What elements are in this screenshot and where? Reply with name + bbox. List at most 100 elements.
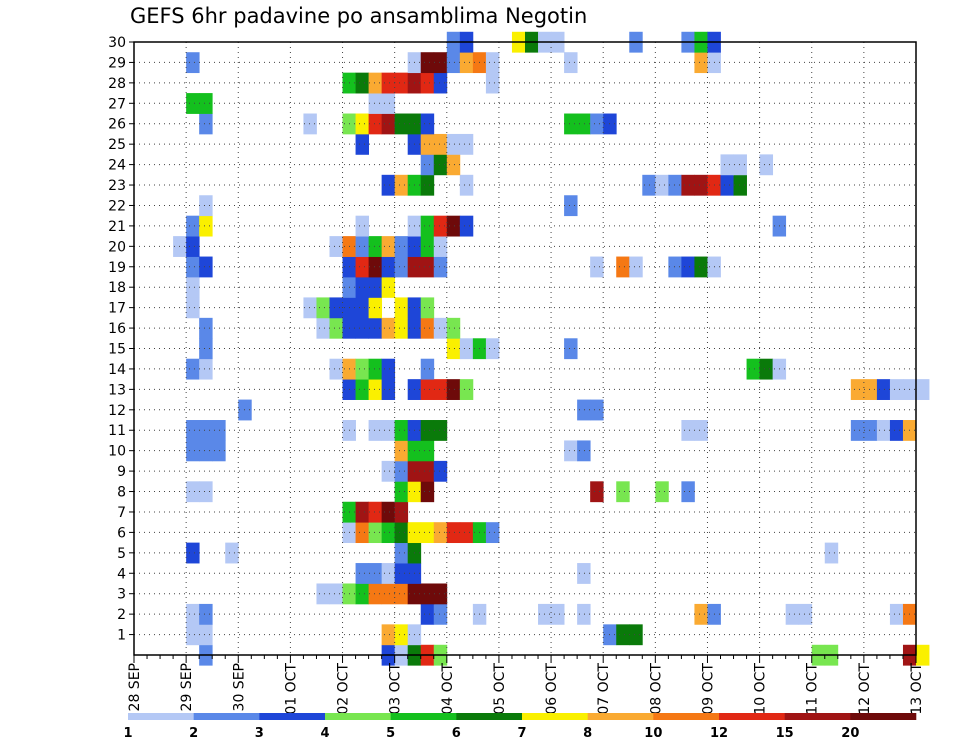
heatmap-cell [394,236,409,257]
heatmap-cell [199,215,213,237]
y-tick-label: 22 [108,198,126,214]
heatmap-cell [446,338,461,360]
heatmap-cell [199,481,213,503]
heatmap-cell [420,603,435,625]
heatmap-cell [433,133,448,155]
heatmap-cell [355,379,369,400]
heatmap-cell [355,72,369,94]
heatmap-cell [368,522,383,544]
heatmap-cell [577,563,591,584]
heatmap-cell [199,420,213,441]
heatmap-cell [368,93,383,114]
heatmap-cell [655,174,669,196]
heatmap-cell [368,563,383,584]
heatmap-cell [186,276,200,298]
heatmap-cell [186,603,200,625]
heatmap-cell [420,481,435,503]
heatmap-cell [616,256,630,278]
heatmap-cell [199,93,213,114]
heatmap-cell [186,420,200,441]
heatmap-cell [394,256,409,278]
heatmap-cell [368,501,383,523]
heatmap-cell [485,522,500,544]
colorbar-label: 10 [644,726,662,741]
colorbar-swatch [522,713,588,720]
heatmap-cell [394,542,409,564]
y-tick-label: 16 [108,321,126,337]
heatmap-cell [577,440,591,462]
y-tick-label: 4 [117,566,126,582]
x-tick-label: 07 OCT [596,663,612,715]
colorbar-label: 15 [776,726,794,741]
heatmap-cell [433,256,448,278]
x-tick-label: 09 OCT [700,663,716,715]
heatmap-cell [420,420,435,441]
heatmap-cell [433,154,448,176]
heatmap-cell [694,52,708,74]
colorbar-label: 12 [710,726,728,741]
colorbar-label: 6 [452,726,461,741]
heatmap-cell [329,583,343,605]
x-tick-label: 11 OCT [805,663,821,715]
y-tick-label: 29 [108,55,126,71]
heatmap-cell [446,379,461,400]
heatmap-cell [420,113,435,135]
heatmap-cell [459,215,474,237]
heatmap-cell [394,420,409,441]
heatmap-cell [381,174,396,196]
y-tick-label: 23 [108,178,126,194]
heatmap-cell [629,256,643,278]
heatmap-cell [681,481,695,503]
x-axis: 28 SEP 29 SEP 30 SEP 01 OCT 02 OCT 03 OCT 04 O… [127,655,925,715]
heatmap-cell [355,113,369,135]
heatmap-cell [577,113,591,135]
x-tick-label: 04 OCT [440,663,456,715]
colorbar-swatch [850,713,917,720]
heatmap-cell [459,133,474,155]
heatmap-cell [733,174,747,196]
heatmap-cell [368,236,383,257]
heatmap-cell [394,563,409,584]
heatmap-cell [668,256,682,278]
heatmap-cell [577,399,591,421]
y-tick-label: 26 [108,117,126,133]
chart-title: GEFS 6hr padavine po ansamblima Negotin [130,4,588,28]
heatmap-cell [564,440,578,462]
heatmap-cell [420,297,435,319]
heatmap-cell [433,215,448,237]
heatmap-cell [889,379,904,400]
heatmap-cell [368,358,383,380]
heatmap-cell [212,420,226,441]
heatmap-cell [368,256,383,278]
heatmap-cell [759,358,774,380]
colorbar-swatch [653,713,720,720]
colorbar-label: 2 [189,726,198,741]
heatmap-cell [420,72,435,94]
y-tick-label: 17 [108,301,126,317]
heatmap-cell [186,215,200,237]
heatmap-cell [420,440,435,462]
x-tick-label: 01 OCT [283,663,299,715]
heatmap-cell [199,338,213,360]
y-tick-label: 15 [108,342,126,358]
heatmap-cell [199,440,213,462]
heatmap-cell [225,542,239,564]
y-tick-label: 9 [117,464,126,480]
heatmap-cell [733,154,747,176]
heatmap-cell [355,276,369,298]
y-tick-label: 25 [108,137,126,153]
heatmap-cell [433,603,448,625]
heatmap-cell [446,215,461,237]
heatmap-cell [420,215,435,237]
heatmap-cell [759,154,774,176]
heatmap-cell [368,276,383,298]
x-tick-label: 13 OCT [909,663,925,715]
heatmap-cell [368,113,383,135]
heatmap-cell [381,583,396,605]
y-tick-label: 11 [108,423,126,439]
heatmap-cell [681,256,695,278]
heatmap-cell [186,542,200,564]
heatmap-cell [420,154,435,176]
heatmap-cell [564,113,578,135]
x-tick-label: 02 OCT [336,663,352,715]
